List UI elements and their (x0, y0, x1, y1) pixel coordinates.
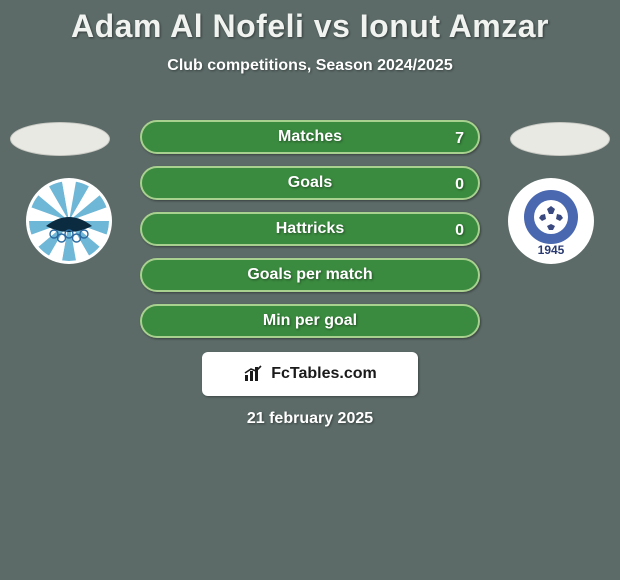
page-title: Adam Al Nofeli vs Ionut Amzar (0, 0, 620, 45)
stat-row: Matches 7 (140, 120, 480, 154)
svg-text:1945: 1945 (538, 243, 565, 257)
stat-label: Min per goal (263, 312, 357, 330)
stats-list: Matches 7 Goals 0 Hattricks 0 Goals per match M… (140, 120, 480, 350)
stat-label: Matches (278, 128, 342, 146)
stat-row: Hattricks 0 (140, 212, 480, 246)
watermark-chart-icon (243, 363, 265, 385)
player-left-avatar (10, 122, 110, 156)
club-badge-right: 1945 (508, 178, 594, 264)
stat-row: Goals 0 (140, 166, 480, 200)
stat-label: Hattricks (276, 220, 344, 238)
stat-label: Goals per match (247, 266, 372, 284)
page-subtitle: Club competitions, Season 2024/2025 (0, 57, 620, 75)
stat-label: Goals (288, 174, 332, 192)
date-label: 21 february 2025 (0, 410, 620, 428)
stat-value-right: 7 (455, 122, 464, 156)
stat-row: Min per goal (140, 304, 480, 338)
watermark: FcTables.com (202, 352, 418, 396)
stat-row: Goals per match (140, 258, 480, 292)
club-left-crest-icon (26, 178, 112, 264)
stat-value-right: 0 (455, 214, 464, 248)
stat-value-right: 0 (455, 168, 464, 202)
club-badge-left (26, 178, 112, 264)
watermark-text: FcTables.com (271, 365, 377, 383)
comparison-card: Adam Al Nofeli vs Ionut Amzar Club compe… (0, 0, 620, 580)
player-right-avatar (510, 122, 610, 156)
club-right-crest-icon: 1945 (508, 178, 594, 264)
